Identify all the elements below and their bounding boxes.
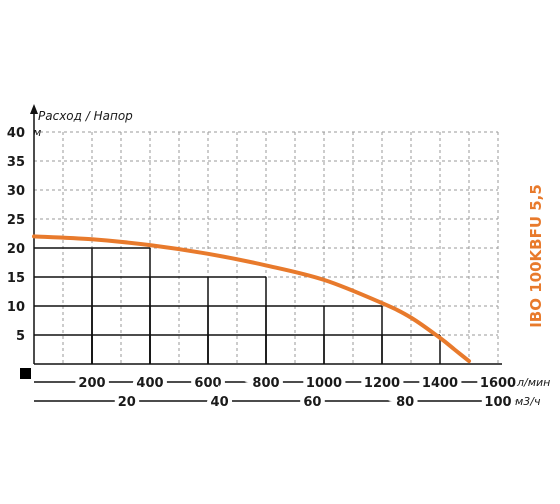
y-unit-label: м [33, 126, 41, 139]
x-axis-primary-arrow-icon [506, 378, 516, 386]
axis-tick-labels: 5 10 15 20 25 30 35 40 м 200 400 600 800 1000 1200 1400… [7, 126, 550, 414]
x-tick-label: 1600 [480, 376, 516, 391]
y-tick-label: 20 [7, 242, 25, 257]
y-tick-label: 10 [7, 300, 25, 315]
x2-tick-label: 60 [303, 395, 321, 410]
x2-unit-label: м3/ч [515, 395, 541, 408]
x-tick-label: 1000 [306, 376, 342, 391]
x-tick-label: 1200 [364, 376, 400, 391]
pump-performance-curve [32, 234, 471, 364]
y-tick-label: 30 [7, 184, 25, 199]
x2-tick-label: 20 [118, 395, 136, 410]
y-axis-arrow-icon [30, 104, 38, 114]
x2-tick-label: 80 [396, 395, 414, 410]
chart-title: Расход / Напор [38, 109, 133, 123]
y-tick-label: 35 [7, 155, 25, 170]
x-tick-label: 200 [78, 376, 105, 391]
chart-axes [30, 104, 516, 405]
y-tick-label: 15 [7, 271, 25, 286]
x-tick-label: 800 [252, 376, 279, 391]
y-tick-label: 40 [7, 126, 25, 141]
x-tick-label: 1400 [422, 376, 458, 391]
origin-marker [20, 368, 31, 379]
operating-point-lines [34, 247, 441, 364]
y-tick-label: 5 [16, 329, 25, 344]
x-tick-label: 600 [194, 376, 221, 391]
x-axis-secondary-arrow-icon [506, 397, 516, 405]
y-tick-label: 25 [7, 213, 25, 228]
x2-tick-label: 100 [484, 395, 511, 410]
model-label: IBO 100KBFU 5,5 [527, 184, 545, 328]
x2-tick-label: 40 [211, 395, 229, 410]
x-tick-label: 400 [136, 376, 163, 391]
x-unit-label: л/мин [516, 376, 550, 389]
